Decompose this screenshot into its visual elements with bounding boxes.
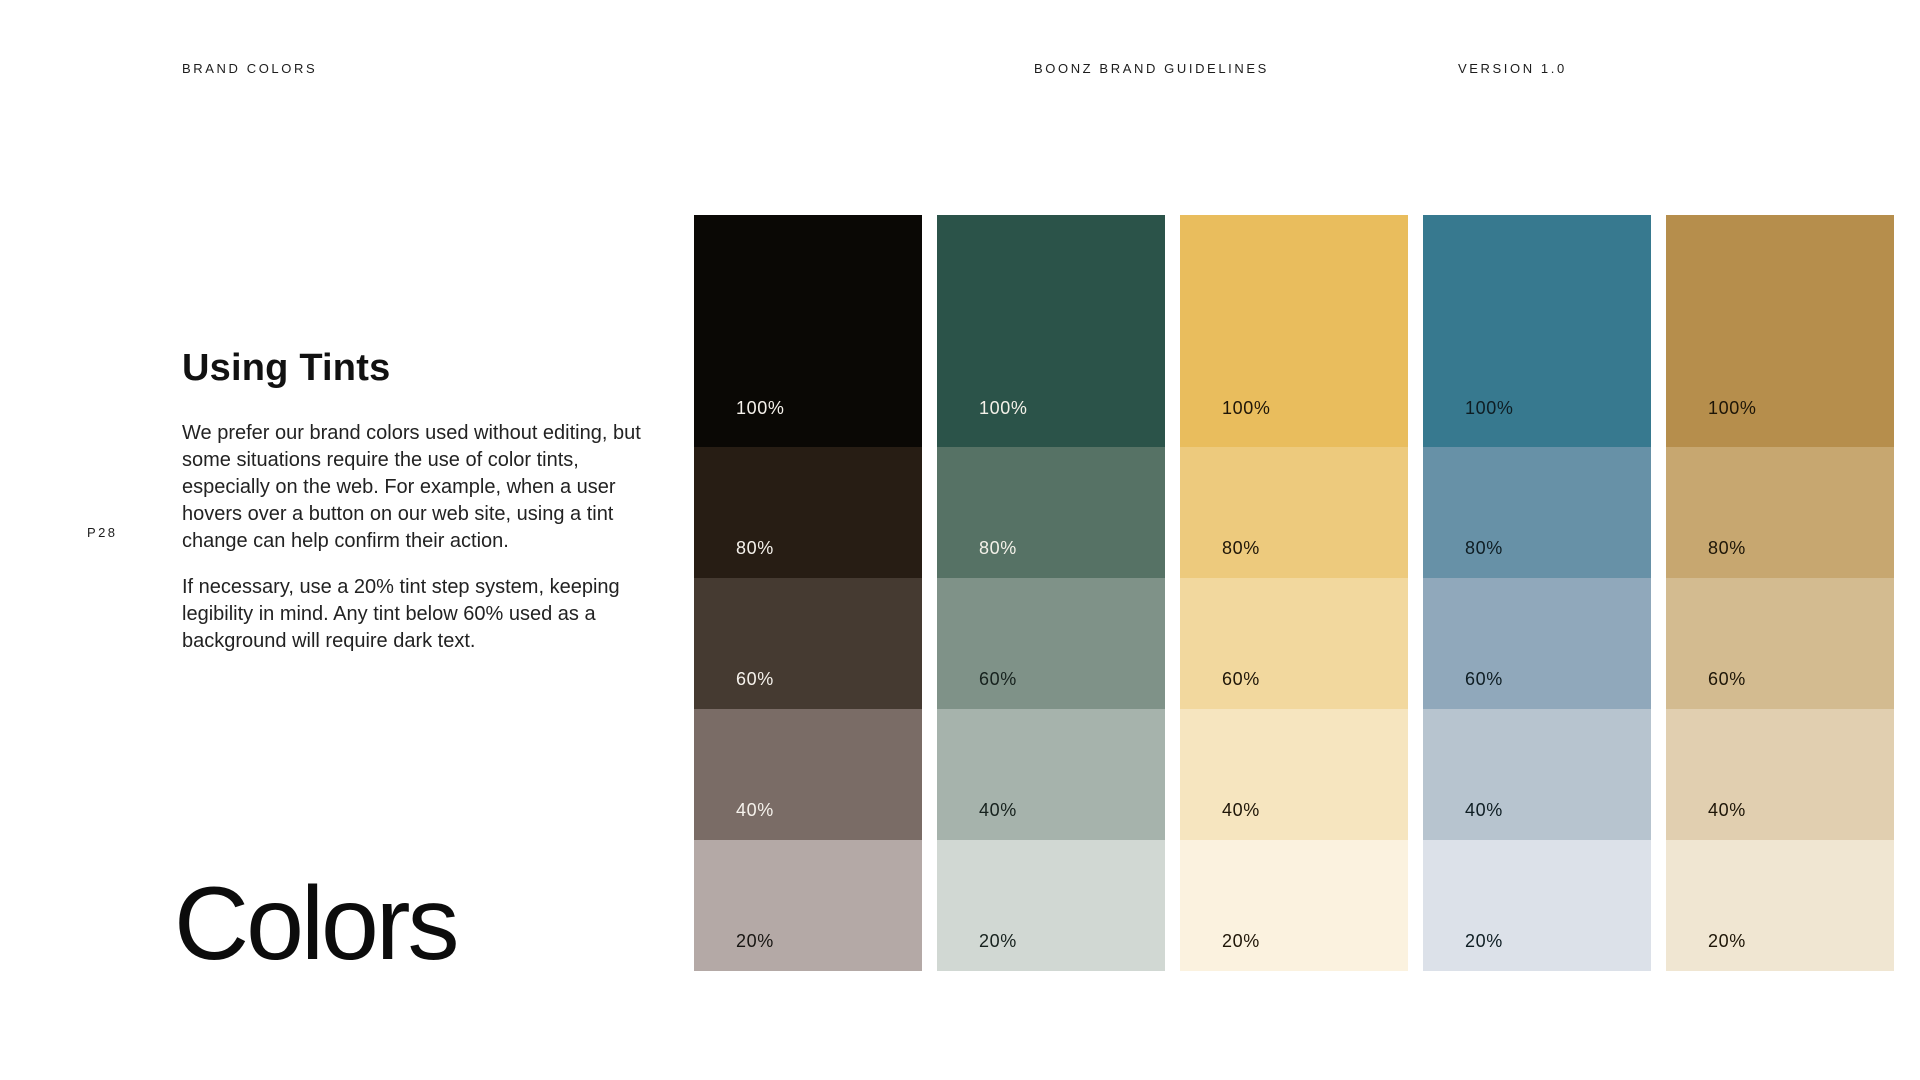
tint-column-tan: 100% 80% 60% 40% 20%	[1666, 215, 1894, 971]
tint-percent-label: 40%	[1465, 800, 1503, 820]
tint-swatch-green-80: 80%	[937, 447, 1165, 578]
tint-swatch-tan-100: 100%	[1666, 215, 1894, 447]
tint-percent-label: 60%	[1222, 669, 1260, 689]
tint-percent-label: 100%	[979, 398, 1028, 418]
tint-column-green: 100% 80% 60% 40% 20%	[937, 215, 1165, 971]
tint-percent-label: 20%	[979, 931, 1017, 951]
tint-swatch-black-60: 60%	[694, 578, 922, 709]
tint-percent-label: 80%	[736, 538, 774, 558]
tint-swatch-green-40: 40%	[937, 709, 1165, 840]
tint-swatch-black-40: 40%	[694, 709, 922, 840]
tint-percent-label: 100%	[1465, 398, 1514, 418]
tint-swatch-green-20: 20%	[937, 840, 1165, 971]
tint-percent-label: 60%	[979, 669, 1017, 689]
tint-percent-label: 40%	[979, 800, 1017, 820]
tint-swatch-gold-40: 40%	[1180, 709, 1408, 840]
tint-percent-label: 100%	[1708, 398, 1757, 418]
tint-swatch-green-100: 100%	[937, 215, 1165, 447]
tint-percent-label: 100%	[736, 398, 785, 418]
tint-percent-label: 20%	[736, 931, 774, 951]
header-document-title: BOONZ BRAND GUIDELINES	[1034, 61, 1269, 76]
tint-column-black: 100% 80% 60% 40% 20%	[694, 215, 922, 971]
body-paragraph-1: We prefer our brand colors used without …	[182, 421, 641, 552]
tint-swatch-blue-60: 60%	[1423, 578, 1651, 709]
tint-swatch-tan-20: 20%	[1666, 840, 1894, 971]
tint-percent-label: 40%	[736, 800, 774, 820]
using-tints-section: Using Tints We prefer our brand colors u…	[182, 346, 642, 674]
tint-column-gold: 100% 80% 60% 40% 20%	[1180, 215, 1408, 971]
tint-percent-label: 80%	[1222, 538, 1260, 558]
body-paragraph-2: If necessary, use a 20% tint step system…	[182, 575, 620, 652]
tint-swatch-blue-20: 20%	[1423, 840, 1651, 971]
tint-percent-label: 40%	[1708, 800, 1746, 820]
tint-column-blue: 100% 80% 60% 40% 20%	[1423, 215, 1651, 971]
tint-percent-label: 20%	[1465, 931, 1503, 951]
tint-percent-label: 60%	[1465, 669, 1503, 689]
section-heading: Using Tints	[182, 347, 391, 389]
tint-percent-label: 60%	[736, 669, 774, 689]
tint-swatch-tan-80: 80%	[1666, 447, 1894, 578]
tint-swatch-green-60: 60%	[937, 578, 1165, 709]
tint-percent-label: 20%	[1708, 931, 1746, 951]
tint-grid: 100% 80% 60% 40% 20% 100% 80% 60% 40% 20% 100% 80% 6…	[694, 215, 1894, 971]
tint-swatch-black-20: 20%	[694, 840, 922, 971]
tint-percent-label: 20%	[1222, 931, 1260, 951]
tint-swatch-gold-100: 100%	[1180, 215, 1408, 447]
tint-swatch-gold-20: 20%	[1180, 840, 1408, 971]
tint-swatch-black-100: 100%	[694, 215, 922, 447]
tint-swatch-blue-40: 40%	[1423, 709, 1651, 840]
tint-swatch-blue-80: 80%	[1423, 447, 1651, 578]
tint-swatch-gold-80: 80%	[1180, 447, 1408, 578]
tint-swatch-black-80: 80%	[694, 447, 922, 578]
chapter-title: Colors	[174, 866, 460, 982]
tint-percent-label: 80%	[979, 538, 1017, 558]
tint-percent-label: 60%	[1708, 669, 1746, 689]
tint-percent-label: 100%	[1222, 398, 1271, 418]
tint-percent-label: 40%	[1222, 800, 1260, 820]
tint-percent-label: 80%	[1708, 538, 1746, 558]
tint-swatch-tan-60: 60%	[1666, 578, 1894, 709]
tint-swatch-gold-60: 60%	[1180, 578, 1408, 709]
page-number: P28	[87, 525, 118, 540]
tint-swatch-tan-40: 40%	[1666, 709, 1894, 840]
tint-percent-label: 80%	[1465, 538, 1503, 558]
header-section-label: BRAND COLORS	[182, 61, 318, 76]
header-version-label: VERSION 1.0	[1458, 61, 1567, 76]
tint-swatch-blue-100: 100%	[1423, 215, 1651, 447]
